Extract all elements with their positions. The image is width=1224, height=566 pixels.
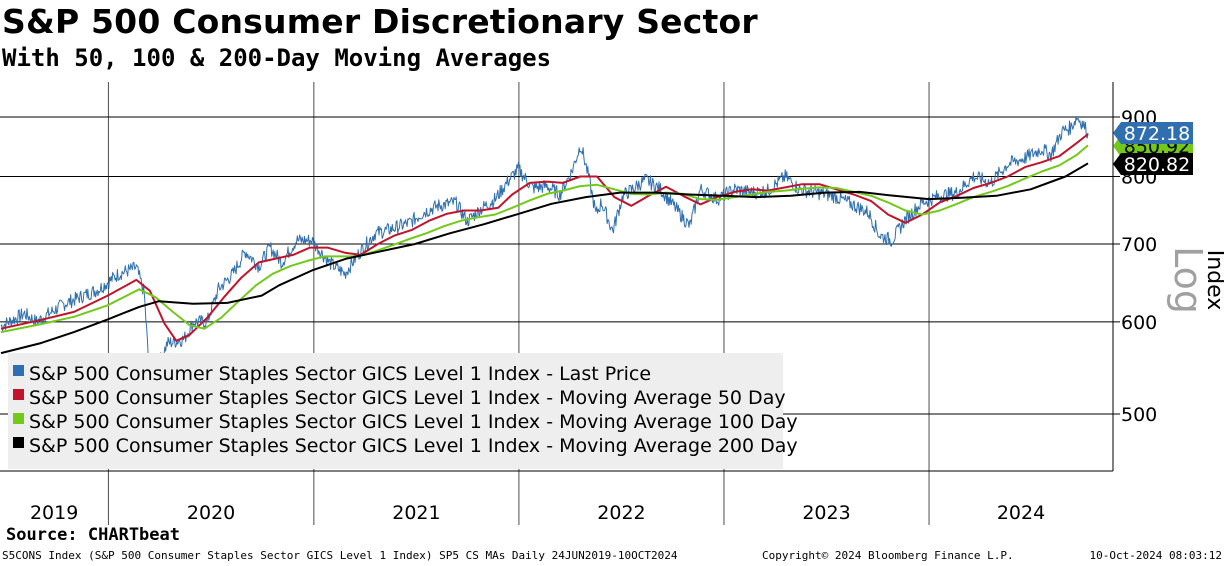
legend-swatch (13, 365, 24, 376)
x-tick-label: 2020 (187, 502, 235, 524)
last-value-tag-bg (1113, 122, 1193, 144)
y-axis-label: Index (1202, 250, 1224, 311)
legend-swatch (13, 389, 24, 400)
x-tick-label: 2021 (392, 502, 440, 524)
y-tick-label: 500 (1121, 404, 1157, 426)
legend-entry: S&P 500 Consumer Staples Sector GICS Lev… (29, 411, 798, 433)
last-value-tag: 820.82 (1113, 153, 1193, 176)
legend: S&P 500 Consumer Staples Sector GICS Lev… (8, 353, 798, 469)
x-tick-label: 2024 (997, 502, 1045, 524)
ma200-line (0, 162, 1089, 355)
source-note: Source: CHARTbeat (6, 525, 180, 545)
chart-title: S&P 500 Consumer Discretionary Sector (2, 2, 758, 41)
x-tick-label: 2022 (597, 502, 645, 524)
last-price-line (0, 116, 1089, 408)
x-tick-label: 2019 (30, 502, 78, 524)
legend-entry: S&P 500 Consumer Staples Sector GICS Lev… (29, 435, 798, 457)
legend-entry: S&P 500 Consumer Staples Sector GICS Lev… (29, 363, 651, 385)
footer-timestamp: 10-Oct-2024 08:03:12 (1089, 549, 1222, 562)
last-value-tag-bg (1113, 153, 1193, 175)
ma50-line (0, 133, 1089, 342)
last-value-label: 820.82 (1124, 154, 1190, 176)
y-tick-label: 600 (1121, 312, 1157, 334)
last-value-label: 872.18 (1124, 123, 1190, 145)
legend-background (8, 353, 783, 469)
y-tick-label: 700 (1121, 234, 1157, 256)
legend-swatch (13, 413, 24, 424)
footer-copyright: Copyright© 2024 Bloomberg Finance L.P. (762, 549, 1014, 562)
x-tick-label: 2023 (802, 502, 850, 524)
last-value-tag: 872.18 (1113, 122, 1193, 145)
ma100-line (0, 144, 1089, 334)
legend-entry: S&P 500 Consumer Staples Sector GICS Lev… (29, 387, 786, 409)
chart-subtitle: With 50, 100 & 200-Day Moving Averages (2, 44, 552, 72)
log-scale-label: Log (1166, 246, 1210, 314)
legend-swatch (13, 437, 24, 448)
footer-description: S5CONS Index (S&P 500 Consumer Staples S… (2, 549, 678, 562)
